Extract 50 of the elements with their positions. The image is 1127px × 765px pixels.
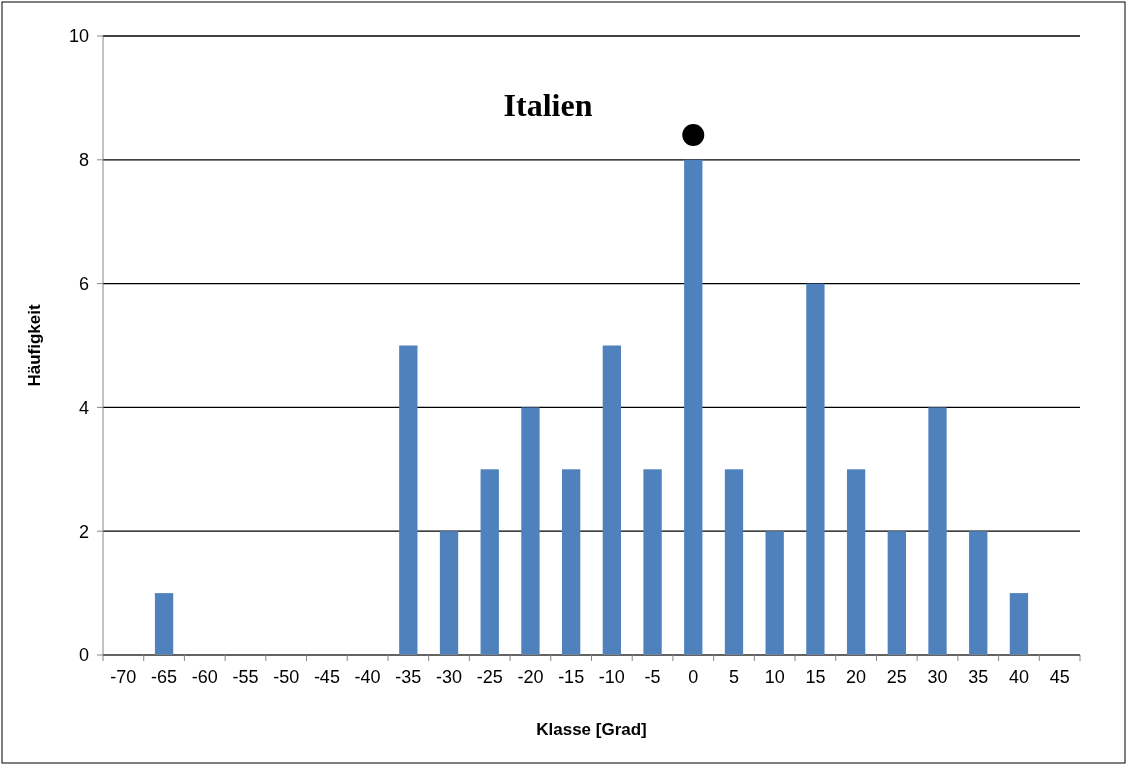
bar — [806, 283, 825, 655]
x-tick-label: 15 — [805, 667, 826, 687]
x-tick-label: -5 — [644, 667, 661, 687]
x-tick-label: 20 — [846, 667, 867, 687]
y-tick-label: 0 — [78, 645, 89, 666]
x-tick-label: -55 — [232, 667, 259, 687]
bar — [602, 345, 622, 655]
bar — [521, 407, 540, 655]
x-tick-label: 40 — [1008, 667, 1029, 687]
x-tick-label: -45 — [313, 667, 340, 687]
x-tick-label: -60 — [191, 667, 218, 687]
x-tick-label: 0 — [688, 667, 699, 687]
y-tick-label: 10 — [68, 26, 89, 47]
x-tick-label: -20 — [517, 667, 544, 687]
bar — [439, 531, 459, 655]
x-tick-label: 10 — [764, 667, 785, 687]
x-tick-label: 35 — [968, 667, 989, 687]
x-tick-label: -70 — [110, 667, 137, 687]
bar — [969, 531, 988, 655]
bar — [480, 469, 499, 655]
x-tick-label: 45 — [1049, 667, 1070, 687]
x-tick-label: 5 — [728, 667, 739, 687]
x-tick-label: -15 — [558, 667, 585, 687]
x-tick-label: 30 — [927, 667, 948, 687]
bar — [399, 345, 418, 655]
bar — [1009, 593, 1029, 655]
bar — [928, 407, 947, 655]
y-axis-title: Häufigkeit — [25, 304, 44, 387]
y-tick-label: 8 — [78, 150, 89, 171]
x-tick-label: -65 — [151, 667, 178, 687]
x-tick-label: -50 — [273, 667, 300, 687]
y-tick-label: 4 — [78, 397, 89, 418]
bar — [887, 531, 906, 655]
bar — [643, 469, 662, 655]
x-tick-label: -40 — [354, 667, 381, 687]
x-tick-label: -35 — [395, 667, 422, 687]
bar — [765, 531, 784, 655]
bar — [724, 469, 744, 655]
x-tick-label: -30 — [436, 667, 463, 687]
bar — [154, 593, 174, 655]
x-tick-label: 25 — [886, 667, 907, 687]
x-axis-title: Klasse [Grad] — [536, 720, 647, 739]
bar — [846, 469, 866, 655]
x-tick-label: -10 — [598, 667, 625, 687]
bar — [684, 159, 703, 655]
x-tick-label: -25 — [476, 667, 503, 687]
y-tick-label: 2 — [78, 521, 89, 542]
y-tick-label: 6 — [78, 273, 89, 294]
text: Italien — [503, 87, 593, 123]
bar — [561, 469, 581, 655]
